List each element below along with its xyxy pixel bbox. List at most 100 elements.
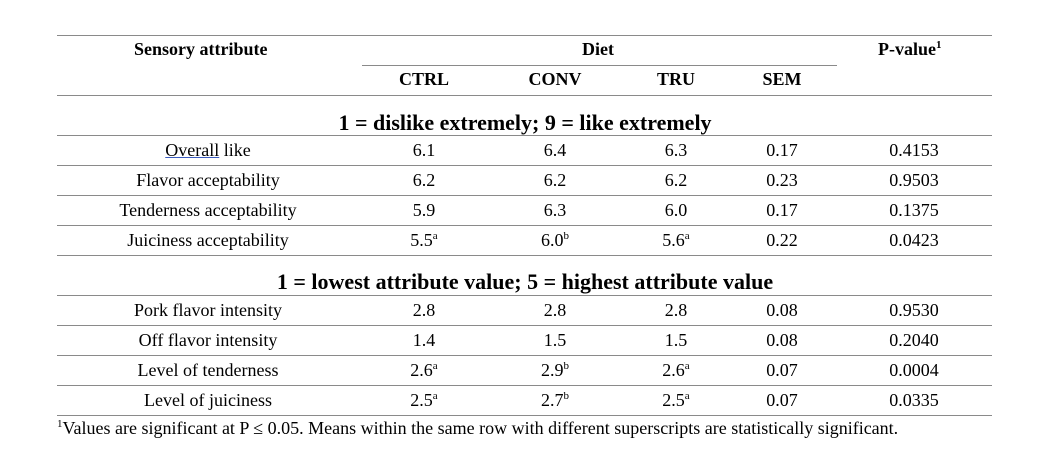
cell-conv: 1.5 bbox=[544, 330, 567, 351]
cell-conv-value: 1.5 bbox=[543, 330, 567, 350]
cell-conv-superscript: b bbox=[563, 230, 570, 242]
cell-conv: 2.9b bbox=[541, 360, 569, 381]
rule-row bbox=[57, 225, 992, 226]
cell-conv: 6.3 bbox=[544, 200, 567, 221]
cell-tru-value: 1.5 bbox=[664, 330, 688, 350]
cell-sem: 0.22 bbox=[766, 230, 798, 250]
cell-p-value: 0.0423 bbox=[889, 230, 939, 250]
cell-tru: 6.0 bbox=[665, 200, 688, 221]
header-col-ctrl: CTRL bbox=[398, 69, 450, 89]
rule-section-title bbox=[57, 295, 992, 296]
row-attribute: Overall like bbox=[165, 140, 251, 160]
cell-ctrl: 5.9 bbox=[413, 200, 436, 221]
cell-conv-value: 6.3 bbox=[543, 200, 567, 220]
header-p-value: P-value1 bbox=[878, 39, 942, 60]
cell-tru: 6.2 bbox=[665, 170, 688, 191]
rule-header-bottom bbox=[57, 95, 992, 96]
cell-tru-superscript: a bbox=[684, 360, 690, 372]
cell-tru: 6.3 bbox=[665, 140, 688, 161]
cell-conv-value: 2.8 bbox=[543, 300, 567, 320]
header-col-conv: CONV bbox=[528, 69, 582, 89]
cell-tru: 2.6a bbox=[662, 360, 689, 381]
cell-p-value: 0.9503 bbox=[889, 170, 939, 190]
footnote: 1Values are significant at P ≤ 0.05. Mea… bbox=[57, 418, 898, 439]
cell-tru: 1.5 bbox=[665, 330, 688, 351]
header-p-value-label: P-value bbox=[878, 39, 936, 59]
cell-conv: 6.2 bbox=[544, 170, 567, 191]
header-col-tru: TRU bbox=[656, 69, 696, 89]
cell-sem: 0.07 bbox=[766, 390, 798, 410]
cell-sem: 0.08 bbox=[766, 330, 798, 350]
cell-tru: 2.5a bbox=[662, 390, 689, 411]
cell-ctrl: 2.5a bbox=[410, 390, 437, 411]
row-attribute: Flavor acceptability bbox=[136, 170, 280, 190]
cell-sem: 0.17 bbox=[766, 200, 798, 220]
footnote-sup: 1 bbox=[57, 418, 63, 430]
cell-tru: 5.6a bbox=[662, 230, 689, 251]
cell-p-value: 0.9530 bbox=[889, 300, 939, 320]
header-sensory-attribute: Sensory attribute bbox=[134, 39, 268, 59]
cell-tru-value: 2.6 bbox=[662, 360, 685, 380]
cell-ctrl-superscript: a bbox=[432, 230, 438, 242]
footnote-text: Values are significant at P ≤ 0.05. Mean… bbox=[62, 418, 899, 438]
cell-ctrl: 6.1 bbox=[413, 140, 436, 161]
cell-conv-value: 6.0 bbox=[541, 230, 564, 250]
cell-conv: 2.7b bbox=[541, 390, 569, 411]
cell-ctrl: 2.8 bbox=[413, 300, 436, 321]
header-col-sem: SEM bbox=[762, 69, 802, 89]
cell-conv: 2.8 bbox=[544, 300, 567, 321]
cell-ctrl-value: 5.5 bbox=[410, 230, 433, 250]
cell-ctrl-value: 6.2 bbox=[412, 170, 436, 190]
cell-ctrl-value: 5.9 bbox=[412, 200, 436, 220]
rule-row bbox=[57, 385, 992, 386]
cell-ctrl: 6.2 bbox=[413, 170, 436, 191]
cell-ctrl-value: 2.6 bbox=[410, 360, 433, 380]
cell-tru-value: 2.8 bbox=[664, 300, 688, 320]
cell-conv-value: 6.2 bbox=[543, 170, 567, 190]
rule-section-title bbox=[57, 135, 992, 136]
rule-row bbox=[57, 325, 992, 326]
section-title: 1 = dislike extremely; 9 = like extremel… bbox=[338, 110, 712, 135]
cell-p-value: 0.0004 bbox=[889, 360, 939, 380]
cell-ctrl-value: 2.8 bbox=[412, 300, 436, 320]
cell-p-value: 0.1375 bbox=[889, 200, 939, 220]
row-attribute: Pork flavor intensity bbox=[134, 300, 282, 320]
cell-sem: 0.17 bbox=[766, 140, 798, 160]
rule-top bbox=[57, 35, 992, 36]
cell-tru-value: 5.6 bbox=[662, 230, 685, 250]
cell-tru: 2.8 bbox=[665, 300, 688, 321]
cell-conv-value: 2.7 bbox=[541, 390, 564, 410]
cell-ctrl: 2.6a bbox=[410, 360, 437, 381]
rule-row bbox=[57, 355, 992, 356]
cell-ctrl-superscript: a bbox=[432, 360, 438, 372]
header-p-value-sup: 1 bbox=[936, 39, 942, 51]
cell-sem: 0.23 bbox=[766, 170, 798, 190]
row-attribute: Level of juiciness bbox=[144, 390, 272, 410]
cell-conv: 6.0b bbox=[541, 230, 569, 251]
cell-conv-value: 2.9 bbox=[541, 360, 564, 380]
cell-tru-value: 6.2 bbox=[664, 170, 688, 190]
rule-row bbox=[57, 165, 992, 166]
rule-row bbox=[57, 415, 992, 416]
cell-tru-value: 2.5 bbox=[662, 390, 685, 410]
row-attribute: Juiciness acceptability bbox=[127, 230, 289, 250]
rule-diet-span bbox=[362, 65, 837, 66]
rule-row bbox=[57, 255, 992, 256]
row-attribute: Level of tenderness bbox=[137, 360, 279, 380]
cell-conv-superscript: b bbox=[563, 360, 570, 372]
rule-row bbox=[57, 195, 992, 196]
cell-p-value: 0.0335 bbox=[889, 390, 939, 410]
row-attribute-underlined-word: Overall bbox=[165, 140, 220, 160]
cell-conv-value: 6.4 bbox=[543, 140, 567, 160]
row-attribute: Tenderness acceptability bbox=[119, 200, 297, 220]
cell-ctrl-superscript: a bbox=[432, 390, 438, 402]
cell-tru-superscript: a bbox=[684, 390, 690, 402]
row-attribute: Off flavor intensity bbox=[138, 330, 278, 350]
cell-ctrl: 1.4 bbox=[413, 330, 436, 351]
cell-ctrl-value: 1.4 bbox=[412, 330, 436, 350]
cell-tru-value: 6.3 bbox=[664, 140, 688, 160]
cell-tru-superscript: a bbox=[684, 230, 690, 242]
cell-ctrl-value: 2.5 bbox=[410, 390, 433, 410]
cell-ctrl: 5.5a bbox=[410, 230, 437, 251]
cell-conv-superscript: b bbox=[563, 390, 570, 402]
